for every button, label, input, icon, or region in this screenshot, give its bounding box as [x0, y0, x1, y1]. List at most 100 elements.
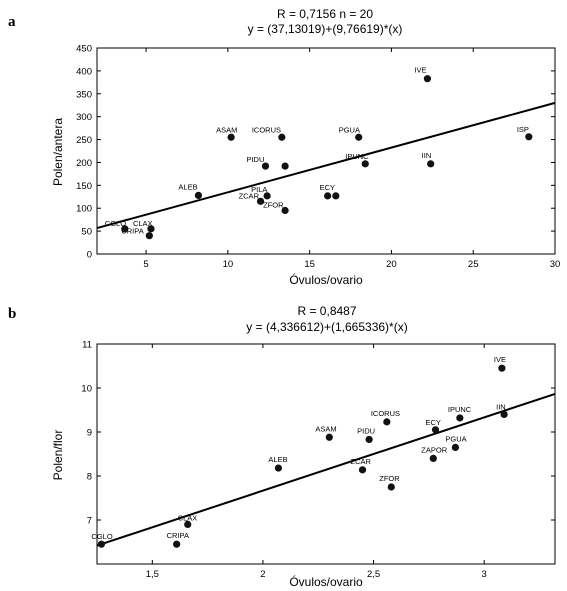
data-point	[281, 162, 289, 170]
data-point	[281, 206, 289, 215]
panel-a-y-axis-label: Polen/antera	[51, 118, 65, 186]
data-point	[274, 464, 283, 472]
y-tick-label: 7	[87, 516, 92, 527]
data-point	[500, 410, 508, 418]
data-point-label: ZCAR	[351, 457, 372, 466]
data-point-label: PIDU	[246, 155, 264, 164]
data-point-label: CGLO	[91, 532, 112, 541]
panel-a-title-line2: y = (37,13019)+(9,76619)*(x)	[248, 22, 403, 36]
x-tick-label: 2	[260, 569, 265, 580]
panel-b-x-axis-label: Óvulos/ovario	[289, 574, 363, 589]
data-point-label: PIDU	[357, 426, 375, 435]
data-point-label: ALEB	[268, 455, 287, 464]
data-point	[278, 133, 286, 141]
y-tick-label: 250	[76, 135, 92, 146]
data-point-label: CGLO	[105, 219, 126, 228]
data-point	[256, 197, 265, 205]
data-point	[525, 133, 533, 141]
panel-a-fit-line	[96, 101, 556, 230]
data-point	[325, 433, 333, 441]
data-point-label: PGUA	[339, 125, 360, 134]
data-point	[383, 418, 391, 426]
data-point	[387, 483, 395, 491]
data-point	[429, 454, 437, 462]
panel-a-x-axis-label: Óvulos/ovario	[289, 272, 363, 287]
y-tick-label: 0	[87, 250, 92, 261]
y-tick-label: 300	[76, 112, 92, 123]
y-tick-label: 100	[76, 204, 92, 215]
y-tick-label: 150	[76, 181, 92, 192]
data-point	[451, 443, 460, 451]
data-point-label: ALEB	[178, 182, 197, 191]
data-point	[263, 192, 271, 200]
y-tick-label: 200	[76, 158, 92, 169]
x-tick-label: 25	[468, 259, 479, 270]
x-tick-label: 1,5	[146, 569, 159, 580]
data-point-label: ICORUS	[371, 409, 400, 418]
panel-a-title-line1: R = 0,7156 n = 20	[277, 7, 373, 21]
panel-b: b R = 0,8487 y = (4,336612)+(1,665336)*(…	[8, 304, 556, 589]
data-point	[147, 225, 155, 233]
x-tick-label: 2,5	[367, 569, 380, 580]
data-point-label: CRIPA	[167, 531, 189, 540]
x-tick-label: 30	[550, 259, 561, 270]
panel-b-letter: b	[8, 306, 16, 322]
panel-a-plot-frame	[96, 47, 556, 255]
data-point	[361, 160, 369, 168]
data-point	[332, 192, 340, 200]
data-point	[431, 426, 440, 434]
panel-b-plot-frame	[96, 343, 556, 565]
x-tick-label: 20	[386, 259, 397, 270]
data-point	[365, 435, 373, 444]
data-point	[324, 192, 332, 200]
data-point	[121, 225, 129, 233]
data-point-label: ECY	[426, 418, 441, 427]
data-point	[184, 520, 192, 529]
data-point-label: CLAX	[178, 513, 198, 522]
data-point-label: PGUA	[445, 434, 466, 443]
panel-b-fit-line	[96, 392, 556, 547]
data-point	[227, 133, 235, 141]
data-point-label: ICORUS	[252, 125, 281, 134]
panel-b-y-axis-label: Polen/flor	[51, 430, 65, 481]
data-point	[423, 75, 432, 83]
data-point	[194, 191, 203, 200]
panel-b-ticks: 1,5 2 2,5 3 7 8 9 10 11	[81, 340, 555, 580]
y-tick-label: 450	[76, 44, 92, 55]
panel-b-title-line2: y = (4,336612)+(1,665336)*(x)	[246, 320, 407, 334]
data-point-label: PILA	[251, 185, 267, 194]
data-point-label: IVE	[414, 66, 426, 75]
data-point	[173, 540, 181, 548]
y-tick-label: 8	[87, 472, 92, 483]
data-point-label: IVE	[494, 355, 506, 364]
x-tick-label: 5	[143, 259, 148, 270]
data-point	[358, 466, 367, 474]
regression-line	[96, 392, 556, 547]
data-point-label: IIN	[422, 151, 432, 160]
data-point	[145, 232, 153, 240]
y-tick-label: 50	[81, 227, 92, 238]
data-point	[498, 364, 506, 372]
data-point	[355, 133, 363, 141]
y-tick-label: 11	[82, 340, 92, 351]
data-point-label: IPUNC	[345, 152, 369, 161]
y-tick-label: 350	[76, 89, 92, 100]
data-point-label: ZAPOR	[421, 445, 447, 454]
data-point-label: ZFOR	[379, 474, 400, 483]
y-tick-label: 400	[76, 66, 92, 77]
y-tick-label: 9	[87, 428, 92, 439]
data-point-label: IPUNC	[448, 405, 472, 414]
panel-b-title-line1: R = 0,8487	[297, 304, 356, 318]
data-point-label: ISP	[517, 125, 529, 134]
panel-b-points: CGLO CRIPA CLAX ALEB ASAM PIDU ICORUS ZCAR ZFOR Z…	[91, 355, 508, 548]
x-tick-label: 15	[304, 259, 315, 270]
data-point-label: CLAX	[133, 219, 153, 228]
data-point	[456, 414, 464, 422]
data-point	[427, 160, 435, 168]
data-point-label: ZCAR	[239, 191, 260, 200]
data-point	[261, 162, 270, 170]
y-tick-label: 10	[81, 384, 92, 395]
